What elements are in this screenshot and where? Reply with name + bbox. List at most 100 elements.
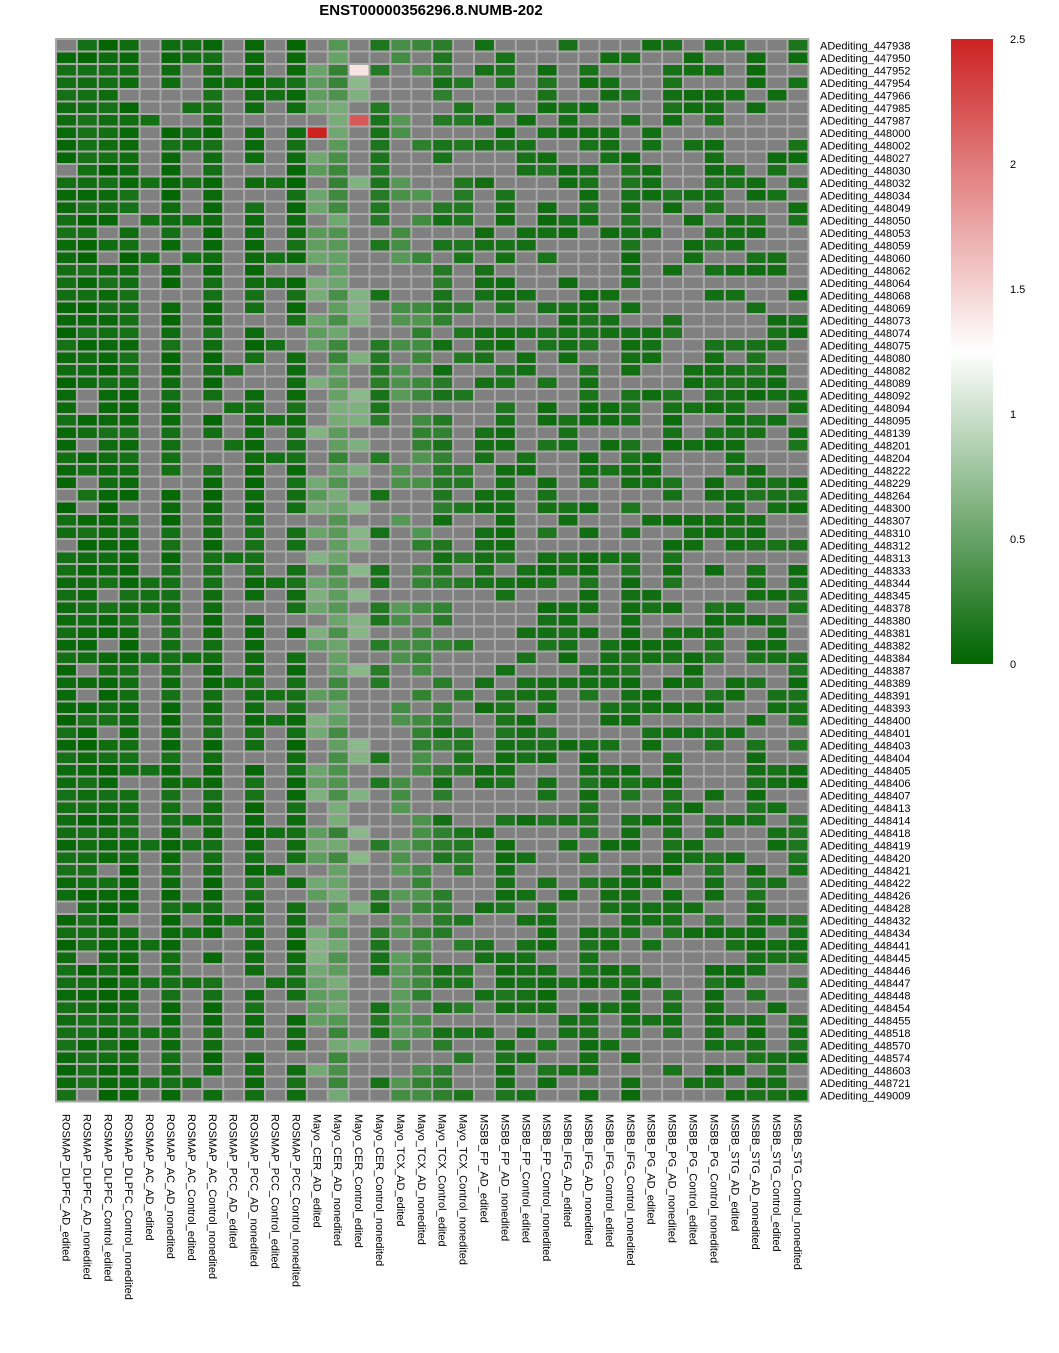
heatmap-cell xyxy=(182,277,202,288)
heatmap-cell xyxy=(77,665,97,676)
heatmap-cell xyxy=(266,502,285,513)
heatmap-cell xyxy=(642,290,662,301)
heatmap-cell xyxy=(77,1040,97,1051)
heatmap-cell xyxy=(433,677,453,688)
heatmap-cell xyxy=(495,127,515,138)
heatmap-cell xyxy=(245,602,264,613)
heatmap-cell xyxy=(621,490,641,501)
heatmap-cell xyxy=(370,227,390,238)
heatmap-cell xyxy=(98,665,118,676)
heatmap-cell xyxy=(224,740,244,751)
heatmap-cell xyxy=(579,65,599,76)
heatmap-cell xyxy=(454,240,473,251)
heatmap-cell xyxy=(433,152,453,163)
heatmap-cell xyxy=(663,902,682,913)
heatmap-cell xyxy=(746,1090,766,1101)
heatmap-cell xyxy=(579,440,599,451)
heatmap-cell xyxy=(475,277,494,288)
heatmap-cell xyxy=(746,577,766,588)
heatmap-cell xyxy=(600,915,620,926)
heatmap-cell xyxy=(621,90,641,101)
heatmap-cell xyxy=(558,602,578,613)
heatmap-cell xyxy=(307,440,327,451)
heatmap-cell xyxy=(161,327,181,338)
heatmap-cell xyxy=(663,540,682,551)
heatmap-cell xyxy=(579,302,599,313)
heatmap-cell xyxy=(642,477,662,488)
heatmap-cell xyxy=(621,565,641,576)
heatmap-cell xyxy=(725,802,745,813)
heatmap-cell xyxy=(161,302,181,313)
heatmap-cell xyxy=(725,227,745,238)
heatmap-cell xyxy=(475,652,494,663)
heatmap-cell xyxy=(579,927,599,938)
heatmap-cell xyxy=(579,152,599,163)
heatmap-cell xyxy=(161,415,181,426)
heatmap-cell xyxy=(307,715,327,726)
heatmap-cell xyxy=(182,40,202,51)
heatmap-cell xyxy=(663,552,682,563)
heatmap-cell xyxy=(704,352,724,363)
heatmap-cell xyxy=(579,52,599,63)
heatmap-cell xyxy=(495,715,515,726)
heatmap-cell xyxy=(182,1002,202,1013)
heatmap-cell xyxy=(349,1015,369,1026)
heatmap-cell xyxy=(224,627,244,638)
heatmap-cell xyxy=(746,852,766,863)
heatmap-cell xyxy=(684,215,703,226)
row-label: ADediting_448570 xyxy=(820,1040,911,1052)
heatmap-cell xyxy=(140,440,160,451)
heatmap-cell xyxy=(286,390,306,401)
heatmap-cell xyxy=(558,565,578,576)
row-label: ADediting_447954 xyxy=(820,78,911,90)
heatmap-cell xyxy=(140,65,160,76)
heatmap-cell xyxy=(349,365,369,376)
heatmap-cell xyxy=(475,877,494,888)
heatmap-cell xyxy=(516,627,536,638)
heatmap-cell xyxy=(537,690,557,701)
heatmap-cell xyxy=(349,590,369,601)
heatmap-cell xyxy=(286,815,306,826)
heatmap-cell xyxy=(537,602,557,613)
heatmap-cell xyxy=(245,665,264,676)
heatmap-cell xyxy=(328,565,348,576)
heatmap-cell xyxy=(245,802,264,813)
heatmap-cell xyxy=(57,727,76,738)
heatmap-cell xyxy=(307,240,327,251)
heatmap-cell xyxy=(77,390,97,401)
heatmap-cell xyxy=(286,727,306,738)
heatmap-cell xyxy=(558,477,578,488)
heatmap-cell xyxy=(203,827,223,838)
heatmap-cell xyxy=(307,827,327,838)
heatmap-cell xyxy=(433,327,453,338)
heatmap-cell xyxy=(349,890,369,901)
heatmap-cell xyxy=(203,852,223,863)
heatmap-cell xyxy=(516,465,536,476)
heatmap-cell xyxy=(767,890,787,901)
heatmap-cell xyxy=(391,127,411,138)
heatmap-cell xyxy=(684,415,703,426)
heatmap-cell xyxy=(140,127,160,138)
heatmap-cell xyxy=(391,802,411,813)
heatmap-cell xyxy=(704,777,724,788)
heatmap-cell xyxy=(600,177,620,188)
heatmap-cell xyxy=(224,515,244,526)
heatmap-cell xyxy=(119,302,139,313)
heatmap-cell xyxy=(57,265,76,276)
heatmap-cell xyxy=(475,840,494,851)
heatmap-cell xyxy=(412,902,432,913)
heatmap-cell xyxy=(537,765,557,776)
heatmap-cell xyxy=(579,215,599,226)
row-label: ADediting_448603 xyxy=(820,1065,911,1077)
heatmap-cell xyxy=(119,502,139,513)
heatmap-cell xyxy=(182,727,202,738)
heatmap-cell xyxy=(746,127,766,138)
heatmap-cell xyxy=(266,890,285,901)
heatmap-cell xyxy=(57,552,76,563)
heatmap-cell xyxy=(161,390,181,401)
heatmap-cell xyxy=(767,140,787,151)
heatmap-cell xyxy=(98,102,118,113)
heatmap-cell xyxy=(57,402,76,413)
heatmap-cell xyxy=(433,102,453,113)
heatmap-cell xyxy=(182,327,202,338)
